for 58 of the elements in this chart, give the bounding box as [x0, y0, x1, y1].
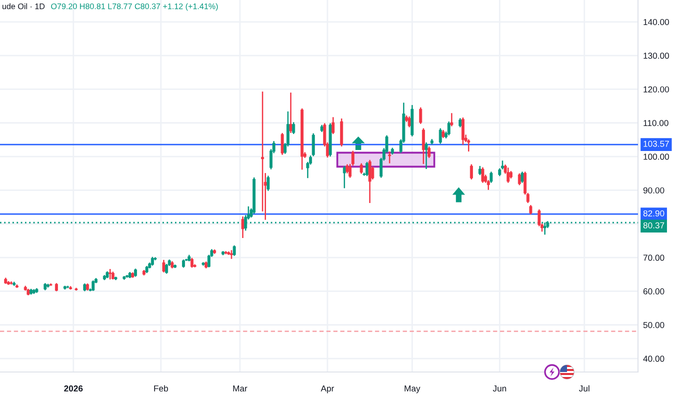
y-tick-label: 60.00	[643, 288, 664, 294]
candlestick	[289, 92, 292, 134]
x-tick-label: Jun	[492, 386, 506, 392]
candlestick	[162, 259, 166, 273]
y-tick-label: 120.00	[644, 86, 669, 92]
chart-title: ude Oil · 1D	[2, 3, 45, 10]
ref-line-label: 103.57	[644, 140, 669, 147]
candlestick	[342, 165, 346, 189]
candlestick	[478, 165, 482, 176]
candlestick	[241, 216, 244, 239]
ref-line-label: 82.90	[643, 210, 664, 216]
candlestick	[424, 142, 428, 170]
x-tick-label: Jul	[578, 385, 590, 392]
candlestick	[340, 118, 344, 148]
x-tick-label: 2026	[64, 385, 83, 392]
candlestick	[408, 116, 411, 128]
x-tick-label: Feb	[154, 385, 168, 392]
candlestick	[461, 116, 464, 146]
y-tick-label: 40.00	[643, 356, 664, 362]
candlestick	[447, 120, 450, 136]
candlestick	[266, 175, 270, 192]
candlestick	[280, 132, 284, 156]
x-tick-label: Mar	[233, 386, 248, 392]
candlestick	[292, 122, 296, 135]
candlestick	[458, 118, 462, 128]
candlestick	[481, 166, 484, 184]
candlestick	[438, 128, 442, 144]
candlestick	[360, 162, 363, 174]
candlestick	[506, 167, 510, 184]
y-tick-label: 90.00	[643, 187, 664, 194]
candlestick	[450, 112, 454, 127]
y-tick-label: 140.00	[644, 18, 669, 26]
candlestick	[529, 204, 532, 216]
ref-line-label: 80.37	[643, 222, 664, 228]
y-tick-label: 110.00	[644, 120, 668, 126]
candlestick	[368, 159, 372, 204]
y-tick-label: 70.00	[643, 254, 664, 261]
candlestick	[190, 257, 194, 268]
candlestick	[332, 116, 335, 135]
candlestick	[108, 268, 112, 280]
candlestick	[419, 106, 422, 125]
y-tick-label: 130.00	[644, 52, 669, 59]
candlestick	[232, 244, 236, 256]
candlestick	[422, 128, 425, 165]
candlestick	[520, 171, 524, 184]
x-tick-label: Apr	[320, 386, 334, 394]
y-tick-label: 50.00	[643, 322, 664, 328]
candlestick	[92, 280, 95, 292]
candlestick	[165, 263, 168, 274]
candlestick	[388, 150, 392, 164]
candlestick	[346, 164, 349, 174]
chart-subtitle: O79.20 H80.81 L78.77 C80.37 +1.12 (+1.41%)	[51, 3, 218, 11]
y-tick-label: 100.00	[644, 154, 669, 160]
candlestick	[467, 138, 470, 152]
candlestick	[470, 164, 473, 180]
x-tick-label: May	[404, 386, 420, 394]
candlestick	[490, 171, 493, 184]
candlestick	[428, 146, 431, 159]
